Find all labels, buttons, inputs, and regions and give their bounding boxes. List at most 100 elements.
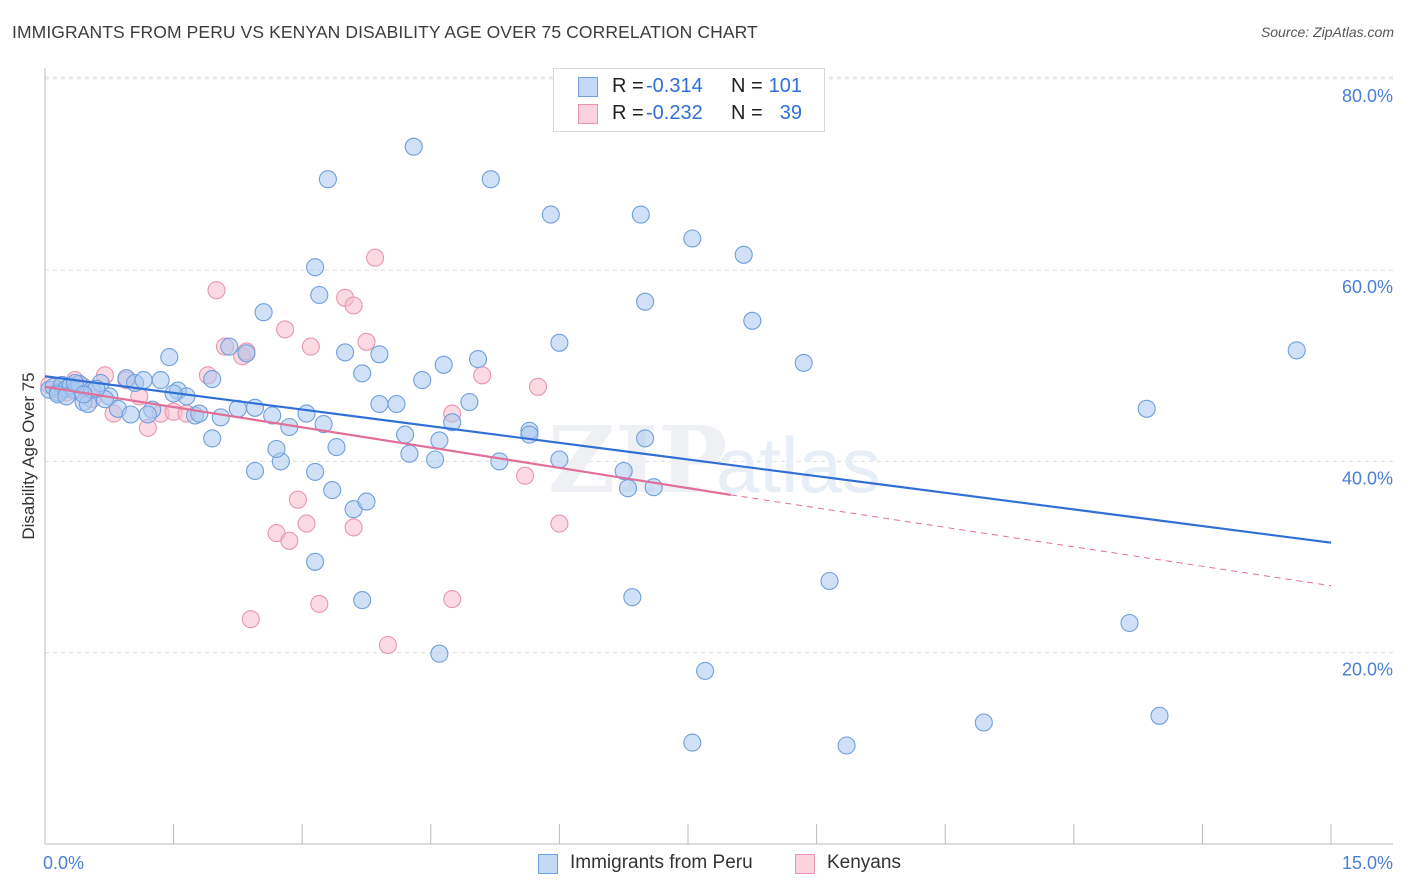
peru-point <box>734 245 753 264</box>
peru-point <box>490 452 509 471</box>
peru-point <box>323 481 342 500</box>
peru-trend-line <box>44 375 1332 544</box>
peru-point <box>121 405 140 424</box>
legend-swatch-peru <box>578 77 598 97</box>
peru-point <box>683 229 702 248</box>
peru-point <box>297 404 316 423</box>
x-tick-label: 0.0% <box>43 853 84 873</box>
peru-point <box>636 292 655 311</box>
peru-point <box>614 461 633 481</box>
x-tick-label: 15.0% <box>1342 853 1393 873</box>
bottom-legend-swatch-peru <box>538 854 558 874</box>
kenya-point <box>301 337 320 356</box>
peru-point <box>696 661 715 680</box>
peru-point <box>974 713 993 732</box>
peru-point <box>636 429 655 448</box>
peru-point <box>683 733 702 752</box>
peru-point <box>357 492 376 511</box>
trend-layer <box>44 375 1332 587</box>
kenya-point <box>344 296 363 315</box>
peru-point <box>134 371 153 390</box>
chart-title: IMMIGRANTS FROM PERU VS KENYAN DISABILIT… <box>12 22 758 42</box>
kenya-point <box>443 590 462 609</box>
peru-point <box>443 413 462 432</box>
peru-point <box>263 406 282 425</box>
peru-point <box>237 344 256 363</box>
peru-point <box>370 345 389 364</box>
peru-point <box>306 462 325 481</box>
peru-point <box>1287 341 1306 360</box>
peru-point <box>138 405 157 424</box>
peru-point <box>245 461 265 481</box>
peru-point <box>1150 706 1169 725</box>
peru-point <box>353 364 372 383</box>
peru-point <box>151 371 170 390</box>
peru-point <box>631 205 650 224</box>
kenya-point <box>366 248 385 267</box>
peru-point <box>318 170 337 189</box>
legend-r-label: R = <box>612 75 644 97</box>
legend-n-value: 101 <box>768 75 802 97</box>
peru-point <box>794 353 813 372</box>
peru-point <box>430 644 449 663</box>
peru-point <box>460 393 479 412</box>
kenya-point <box>357 332 376 351</box>
legend-n-value: 39 <box>779 102 802 124</box>
peru-point <box>743 311 762 330</box>
kenya-trend-extension <box>730 494 1332 587</box>
peru-point <box>254 303 273 322</box>
y-tick-label: 60.0% <box>1342 277 1393 297</box>
peru-point <box>370 394 389 414</box>
y-tick-label: 20.0% <box>1342 660 1393 680</box>
peru-point <box>327 438 346 457</box>
peru-point <box>306 258 325 277</box>
peru-point <box>310 285 329 305</box>
peru-point <box>306 552 325 571</box>
peru-point <box>550 450 569 469</box>
kenya-point <box>344 518 363 537</box>
peru-point <box>314 415 333 434</box>
peru-point <box>1120 613 1139 633</box>
peru-point <box>353 591 372 610</box>
kenya-point <box>288 490 307 509</box>
kenya-point <box>310 594 329 613</box>
peru-point <box>837 736 856 755</box>
peru-point <box>481 170 500 189</box>
peru-point <box>413 371 432 390</box>
peru-point <box>203 370 222 389</box>
kenya-point <box>550 514 569 533</box>
axes-layer: 20.0% 40.0% 60.0% 80.0% 0.0% 15.0% <box>43 68 1393 873</box>
legend-r-value: -0.314 <box>646 75 703 97</box>
kenya-point <box>276 320 295 339</box>
peru-point <box>468 350 488 369</box>
peru-point <box>623 588 642 607</box>
kenya-point <box>516 466 535 485</box>
y-tick-label: 80.0% <box>1342 86 1393 106</box>
peru-point <box>190 404 209 423</box>
kenya-point <box>297 514 316 533</box>
peru-point <box>400 444 419 463</box>
peru-point <box>434 355 453 374</box>
peru-point <box>404 137 423 156</box>
kenya-trend-line <box>44 385 732 496</box>
y-tick-label: 40.0% <box>1342 468 1393 488</box>
stats-legend: R = -0.314 N = 101 R = -0.232 N = 39 <box>553 68 825 132</box>
bottom-legend-label-kenya: Kenyans <box>827 852 901 873</box>
legend-r-label: R = <box>612 102 644 124</box>
legend-n-label: N = <box>731 102 763 124</box>
peru-point <box>541 205 560 224</box>
peru-point <box>220 337 239 356</box>
legend-n-label: N = <box>731 75 763 97</box>
y-axis-title: Disability Age Over 75 <box>19 372 38 539</box>
peru-point <box>336 343 355 362</box>
kenya-point <box>280 531 299 550</box>
peru-point <box>1137 399 1156 418</box>
kenya-point <box>473 366 492 385</box>
peru-point <box>430 431 449 450</box>
kenya-point <box>378 635 397 655</box>
peru-point <box>211 408 230 427</box>
legend-r-value: -0.232 <box>646 102 703 124</box>
peru-point <box>618 479 638 498</box>
kenya-point <box>241 610 260 629</box>
